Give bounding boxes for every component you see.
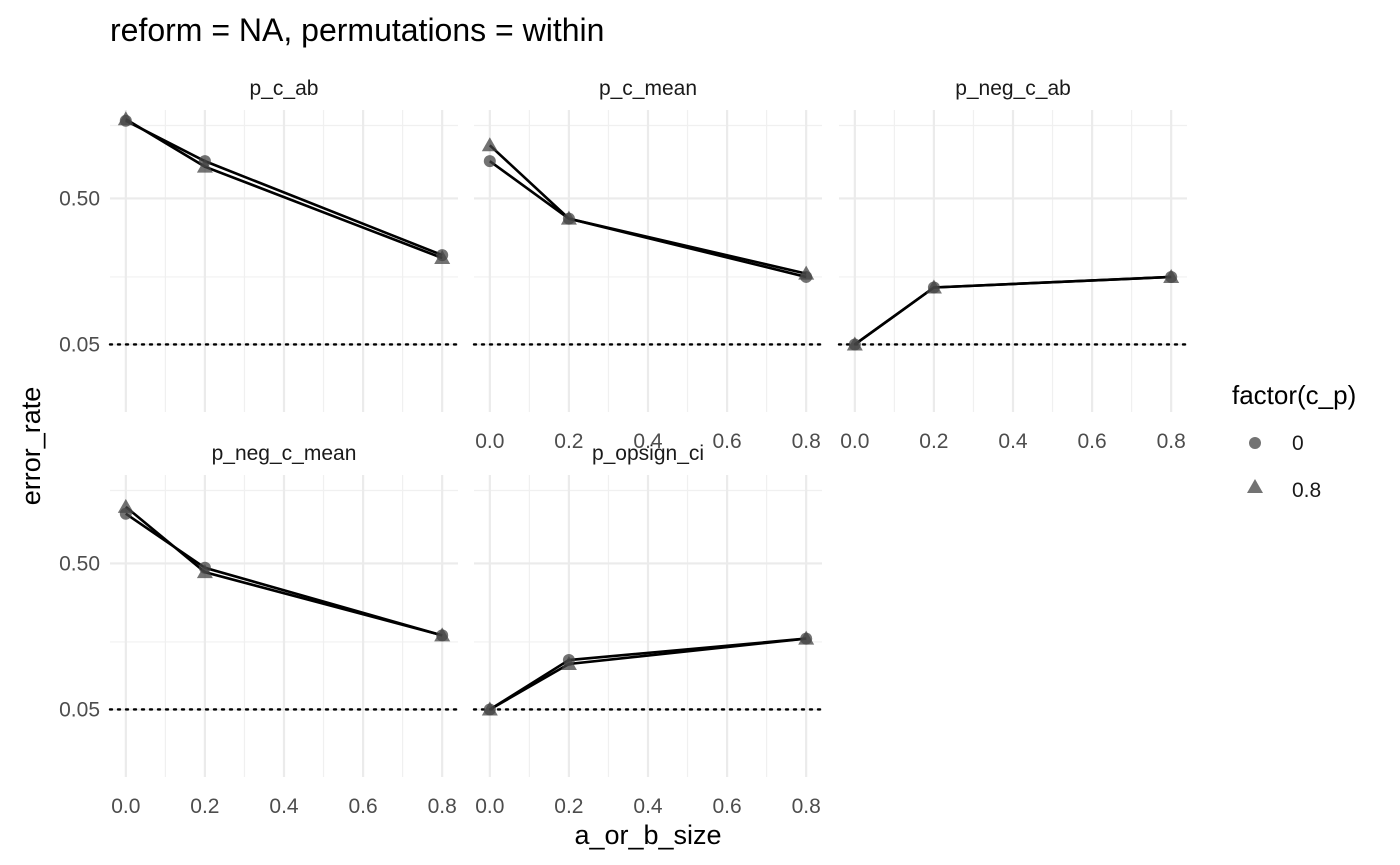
y-tick-label: 0.05 <box>59 333 100 356</box>
y-axis-title: error_rate <box>16 387 46 506</box>
x-tick-label: 0.8 <box>792 795 821 818</box>
y-tick-label: 0.50 <box>59 187 100 210</box>
x-axis-title: a_or_b_size <box>574 820 721 850</box>
x-tick-label: 0.4 <box>633 795 663 818</box>
y-tick-label: 0.05 <box>59 698 100 721</box>
data-point-triangle <box>117 498 134 513</box>
data-point-triangle <box>560 656 577 671</box>
x-tick-label: 0.4 <box>633 430 663 453</box>
x-tick-label: 0.2 <box>554 795 583 818</box>
data-point-circle <box>483 155 496 168</box>
x-tick-label: 0.6 <box>1077 430 1106 453</box>
data-point-triangle <box>798 630 815 645</box>
legend: factor(c_p) 0 0.8 <box>1232 380 1356 502</box>
data-point-triangle <box>798 265 815 280</box>
data-point-triangle <box>925 279 942 294</box>
x-tick-label: 0.4 <box>269 795 299 818</box>
x-tick-label: 0.0 <box>475 430 504 453</box>
x-tick-label: 0.8 <box>428 795 457 818</box>
chart-title: reform = NA, permutations = within <box>110 12 604 48</box>
legend-title: factor(c_p) <box>1232 380 1356 410</box>
x-tick-label: 0.2 <box>919 430 948 453</box>
x-tick-label: 0.6 <box>712 430 741 453</box>
panel-p_c_ab: p_c_ab 0.05 0.50 <box>59 77 460 412</box>
legend-key-circle <box>1249 437 1261 449</box>
x-tick-label: 0.6 <box>712 795 741 818</box>
data-point-triangle <box>196 158 213 173</box>
x-tick-label: 0.6 <box>348 795 377 818</box>
panel-title: p_c_ab <box>250 77 319 100</box>
data-point-triangle <box>1163 268 1180 283</box>
x-tick-label: 0.4 <box>998 430 1028 453</box>
panel-title: p_neg_c_ab <box>955 77 1071 100</box>
x-tick-label: 0.2 <box>554 430 583 453</box>
panel-title: p_c_mean <box>599 77 697 100</box>
data-point-triangle <box>481 701 498 716</box>
data-point-triangle <box>117 111 134 126</box>
panel-title: p_neg_c_mean <box>212 442 357 465</box>
data-point-triangle <box>560 210 577 225</box>
panel-title: p_opsign_ci <box>592 442 704 465</box>
x-tick-label: 0.0 <box>840 430 869 453</box>
legend-label-1: 0.8 <box>1292 479 1321 502</box>
x-tick-label: 0.0 <box>111 795 140 818</box>
x-tick-label: 0.0 <box>475 795 504 818</box>
data-point-triangle <box>481 137 498 152</box>
x-tick-label: 0.8 <box>1157 430 1186 453</box>
y-tick-label: 0.50 <box>59 552 100 575</box>
x-tick-label: 0.8 <box>792 430 821 453</box>
legend-label-0: 0 <box>1292 432 1304 455</box>
data-point-triangle <box>846 336 863 351</box>
panel-p_neg_c_mean: p_neg_c_mean 0.05 0.50 0.0 0.2 0.4 0.6 0.8 <box>59 442 460 818</box>
data-point-triangle <box>434 250 451 265</box>
data-point-triangle <box>196 564 213 579</box>
legend-key-triangle <box>1247 479 1263 493</box>
panel-p_neg_c_ab: p_neg_c_ab 0.0 0.2 0.4 0.6 0.8 <box>837 77 1189 453</box>
x-tick-label: 0.2 <box>190 795 219 818</box>
panel-p_opsign_ci: p_opsign_ci 0.0 0.2 0.4 0.6 0.8 <box>472 442 824 818</box>
data-point-triangle <box>434 627 451 642</box>
panel-p_c_mean: p_c_mean 0.0 0.2 0.4 0.6 0.8 <box>472 77 824 453</box>
